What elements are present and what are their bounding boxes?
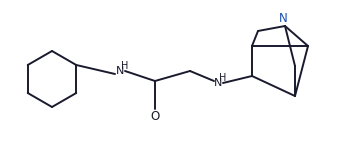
Text: H: H	[121, 61, 129, 71]
Text: O: O	[150, 109, 159, 122]
Text: N: N	[116, 66, 124, 76]
Text: N: N	[214, 78, 222, 88]
Text: H: H	[219, 73, 227, 83]
Text: N: N	[278, 13, 287, 26]
